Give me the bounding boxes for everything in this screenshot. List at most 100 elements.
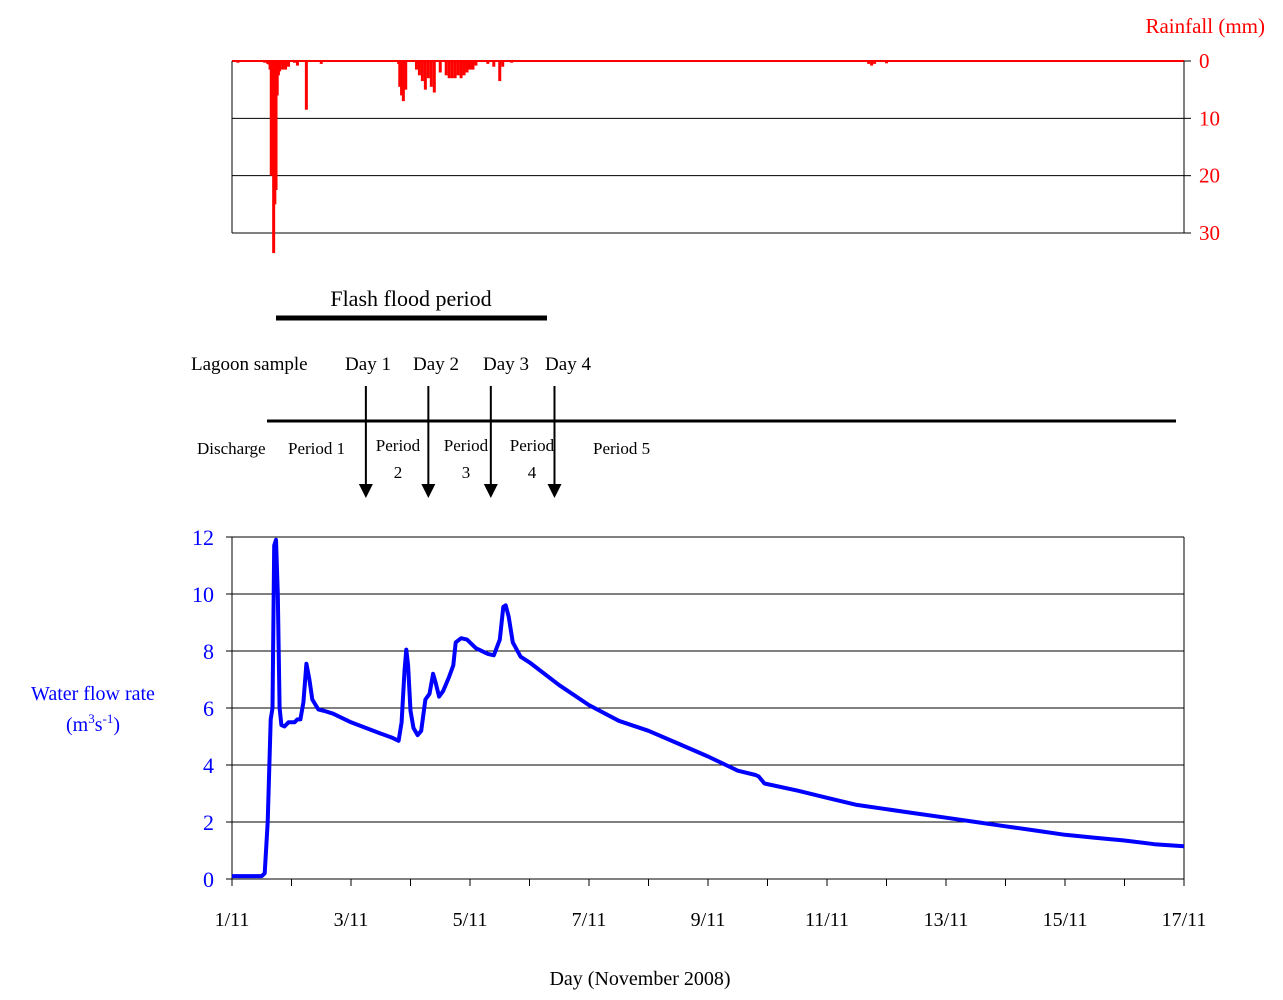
rainfall-bar <box>263 61 267 63</box>
rainfall-bar <box>426 61 430 79</box>
flow-x-tick-label: 1/11 <box>215 909 250 931</box>
period-2-number: 2 <box>394 463 403 482</box>
period-4-number: 4 <box>528 463 537 482</box>
flow-gridlines <box>232 536 1184 823</box>
sample-day-arrow-head <box>421 484 436 498</box>
sample-day-label: Day 1 <box>345 354 391 375</box>
rainfall-bar <box>501 61 505 67</box>
rainfall-tick-label: 20 <box>1199 164 1220 188</box>
flow-x-tick-label: 9/11 <box>691 909 726 931</box>
rainfall-bar <box>468 61 472 70</box>
flow-x-axis-label: Day (November 2008) <box>549 968 730 990</box>
rainfall-bar <box>462 61 466 76</box>
rainfall-bar <box>510 61 514 63</box>
rainfall-bar <box>459 61 463 79</box>
flow-x-tick-label: 3/11 <box>334 909 369 931</box>
rainfall-bar <box>498 61 502 82</box>
rainfall-bar <box>398 61 402 87</box>
period-1-label: Period 1 <box>288 439 345 458</box>
rainfall-bar <box>453 61 457 79</box>
rainfall-bar <box>474 61 478 66</box>
flash-flood-label: Flash flood period <box>330 286 491 311</box>
rainfall-bar <box>281 61 285 70</box>
rainfall-bar <box>284 61 288 70</box>
sample-day-arrow-head <box>358 484 373 498</box>
rainfall-bar <box>447 61 451 79</box>
flow-y-tick-label: 0 <box>203 867 214 892</box>
rainfall-bar <box>444 61 448 76</box>
rainfall-bar <box>486 61 490 64</box>
rainfall-bar <box>278 61 282 72</box>
rainfall-axes <box>231 60 1191 234</box>
sample-day-arrow-head <box>547 484 562 498</box>
rainfall-bar <box>471 61 475 70</box>
flow-axis-unit: (m3s-1) <box>66 711 120 736</box>
rainfall-bar <box>492 61 496 67</box>
lagoon-sample-label: Lagoon sample <box>191 354 308 375</box>
sample-day-label: Day 2 <box>413 354 459 375</box>
rainfall-bar <box>295 61 299 66</box>
rainfall-bar <box>274 61 278 190</box>
flow-x-tick-labels: 1/11 3/11 5/11 7/11 9/11 11/11 13/11 15/11 17/11 <box>215 909 1207 931</box>
rainfall-bar <box>885 61 888 64</box>
rainfall-tick-labels: 0 10 20 30 <box>1199 49 1220 245</box>
rainfall-tick-label: 30 <box>1199 221 1220 245</box>
period-3-number: 3 <box>462 463 471 482</box>
flow-y-tick-label: 4 <box>203 753 214 778</box>
unit-base: (m <box>66 714 89 736</box>
rainfall-bar <box>236 61 240 63</box>
rainfall-bar <box>420 61 424 82</box>
rainfall-bar <box>423 61 427 90</box>
rainfall-chart: 0 10 20 30 Rainfall (mm) <box>231 14 1265 254</box>
rainfall-bar <box>275 61 279 96</box>
rainfall-bar <box>867 61 871 64</box>
rainfall-bar <box>287 61 291 67</box>
rainfall-bar <box>404 61 408 90</box>
flow-axis-label: Water flow rate <box>31 683 155 705</box>
rainfall-tick-label: 10 <box>1199 106 1220 130</box>
rainfall-tick-label: 0 <box>1199 49 1210 73</box>
sample-day-labels: Day 1 Day 2 Day 3 Day 4 <box>345 354 591 375</box>
flow-x-tick-label: 7/11 <box>572 909 607 931</box>
flow-x-tick-label: 13/11 <box>924 909 969 931</box>
flow-chart: 0 2 4 6 8 10 12 1/11 3/11 5/11 7/11 9/11 11/11 13/11… <box>31 525 1206 990</box>
unit-mid: s <box>95 714 103 736</box>
flow-x-tick-label: 17/11 <box>1162 909 1207 931</box>
rainfall-bar <box>400 61 404 96</box>
rainfall-bar <box>304 61 308 110</box>
discharge-label: Discharge <box>197 439 266 458</box>
rainfall-bar <box>870 61 874 66</box>
rainfall-axis-label: Rainfall (mm) <box>1145 14 1265 38</box>
rainfall-bar <box>417 61 421 76</box>
flow-y-tick-label: 10 <box>192 582 214 607</box>
rainfall-bar <box>432 61 436 93</box>
unit-sup-2: -1 <box>103 711 114 726</box>
flow-y-tick-label: 6 <box>203 696 214 721</box>
unit-end: ) <box>113 714 120 736</box>
rainfall-bar <box>429 61 433 87</box>
rainfall-bar <box>873 61 877 64</box>
flow-x-tick-label: 5/11 <box>453 909 488 931</box>
sampling-annotation: Lagoon sample Day 1 Day 2 Day 3 Day 4 Disch… <box>191 354 1176 498</box>
rainfall-bar <box>465 61 469 73</box>
rainfall-bar <box>319 61 323 64</box>
flash-flood-annotation: Flash flood period <box>276 286 547 321</box>
period-2-label: Period <box>376 436 421 455</box>
rainfall-gridlines <box>232 60 1184 234</box>
rainfall-bar <box>401 61 405 102</box>
rainfall-bar <box>414 61 418 70</box>
rainfall-bars <box>232 60 1184 254</box>
period-5-label: Period 5 <box>593 439 650 458</box>
sample-day-arrow-head <box>483 484 498 498</box>
unit-sup-1: 3 <box>88 711 95 726</box>
rainfall-bar <box>292 61 296 63</box>
flow-series-line <box>232 537 1185 879</box>
rainfall-bar <box>438 61 442 73</box>
flow-y-tick-label: 2 <box>203 810 214 835</box>
flow-x-tick-label: 15/11 <box>1043 909 1088 931</box>
flow-y-tick-label: 8 <box>203 639 214 664</box>
flow-y-tick-label: 12 <box>192 525 214 550</box>
flow-x-tick-label: 11/11 <box>805 909 849 931</box>
rainfall-bar <box>450 61 454 79</box>
